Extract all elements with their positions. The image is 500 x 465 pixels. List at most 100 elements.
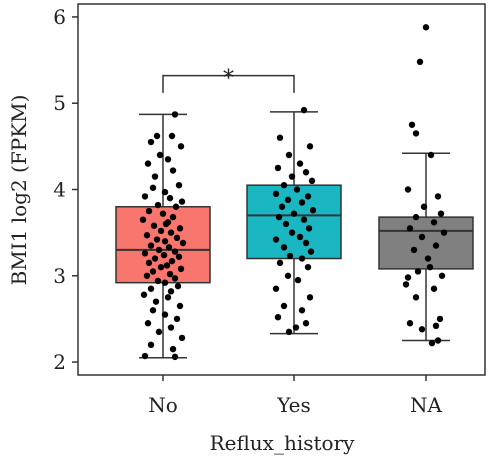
y-axis: 2 3 4 5 6 [53, 5, 78, 374]
data-point [171, 248, 179, 255]
data-point [404, 186, 412, 193]
data-point [406, 320, 414, 327]
data-point [432, 242, 440, 249]
data-point [140, 291, 148, 298]
data-point [276, 134, 284, 141]
data-point [412, 130, 420, 137]
data-point [402, 281, 410, 288]
data-point [290, 210, 298, 217]
data-point [178, 198, 186, 205]
data-point [155, 328, 163, 336]
data-point [164, 294, 172, 301]
data-point [308, 177, 316, 185]
data-point [151, 255, 159, 262]
data-point [149, 307, 157, 314]
data-point [166, 270, 174, 278]
data-point [416, 58, 424, 66]
data-point [151, 173, 159, 180]
box-no [115, 206, 211, 284]
data-point [169, 167, 177, 174]
data-point [178, 334, 186, 342]
data-point [298, 199, 306, 206]
data-point [412, 213, 420, 221]
data-point [161, 238, 169, 245]
data-point [275, 213, 283, 221]
data-point [171, 353, 179, 361]
box-yes [246, 184, 342, 260]
data-point [437, 210, 445, 217]
data-point [430, 219, 438, 226]
data-point [141, 193, 149, 200]
data-point [161, 188, 169, 196]
data-point [280, 244, 288, 251]
data-point [160, 251, 168, 259]
data-point [177, 265, 185, 273]
data-point [175, 253, 183, 260]
data-point [284, 196, 292, 204]
data-point [166, 194, 174, 202]
data-point [169, 345, 177, 353]
significance-bracket: * [162, 67, 295, 93]
x-axis: No Yes NA [148, 375, 443, 417]
data-point [175, 181, 183, 189]
data-point [155, 246, 163, 254]
data-point [302, 239, 310, 247]
data-point [176, 302, 184, 310]
data-point [285, 328, 293, 336]
data-point [173, 234, 181, 242]
data-point [293, 186, 301, 193]
data-point [280, 181, 288, 189]
data-point [147, 242, 155, 249]
significance-label: * [223, 67, 234, 92]
data-point [288, 229, 296, 236]
data-point [161, 311, 169, 318]
data-point [410, 246, 418, 254]
data-point [143, 232, 151, 239]
data-point [304, 263, 312, 271]
y-axis-title: BMI1 log2 (FPKM) [7, 95, 31, 286]
data-point [298, 307, 306, 314]
data-point [296, 160, 304, 167]
data-point [145, 207, 153, 215]
data-point [179, 239, 187, 247]
data-point [305, 225, 313, 232]
data-point [406, 225, 414, 232]
x-axis-title: Reflux_history [210, 431, 356, 455]
data-point [149, 184, 157, 191]
data-point [306, 294, 314, 301]
data-point [412, 294, 420, 301]
data-point [404, 274, 412, 281]
data-point [147, 285, 155, 292]
data-point [300, 106, 308, 114]
data-point [285, 151, 293, 159]
data-point [145, 259, 153, 267]
data-point [276, 259, 284, 267]
data-point [294, 276, 302, 284]
data-point [141, 352, 149, 360]
y-tick-label: 6 [53, 5, 66, 29]
y-tick-label: 5 [53, 91, 66, 115]
data-point [302, 169, 310, 176]
data-point [282, 220, 290, 228]
data-point [173, 315, 181, 323]
data-point [436, 315, 444, 323]
data-point [438, 272, 446, 279]
data-point [167, 288, 175, 295]
data-point [430, 285, 438, 292]
data-point [434, 193, 442, 200]
x-tick-label: No [148, 393, 178, 417]
data-point [153, 236, 161, 243]
data-point [152, 298, 160, 305]
data-point [139, 216, 147, 223]
data-point [420, 203, 428, 210]
y-tick-label: 3 [53, 264, 66, 288]
data-point [292, 324, 300, 331]
data-point [143, 272, 151, 279]
data-point [304, 193, 312, 200]
data-point [167, 229, 175, 236]
data-point [153, 132, 161, 140]
data-point [427, 151, 435, 159]
data-point [307, 248, 315, 255]
data-point [432, 322, 440, 330]
data-point [298, 255, 306, 262]
